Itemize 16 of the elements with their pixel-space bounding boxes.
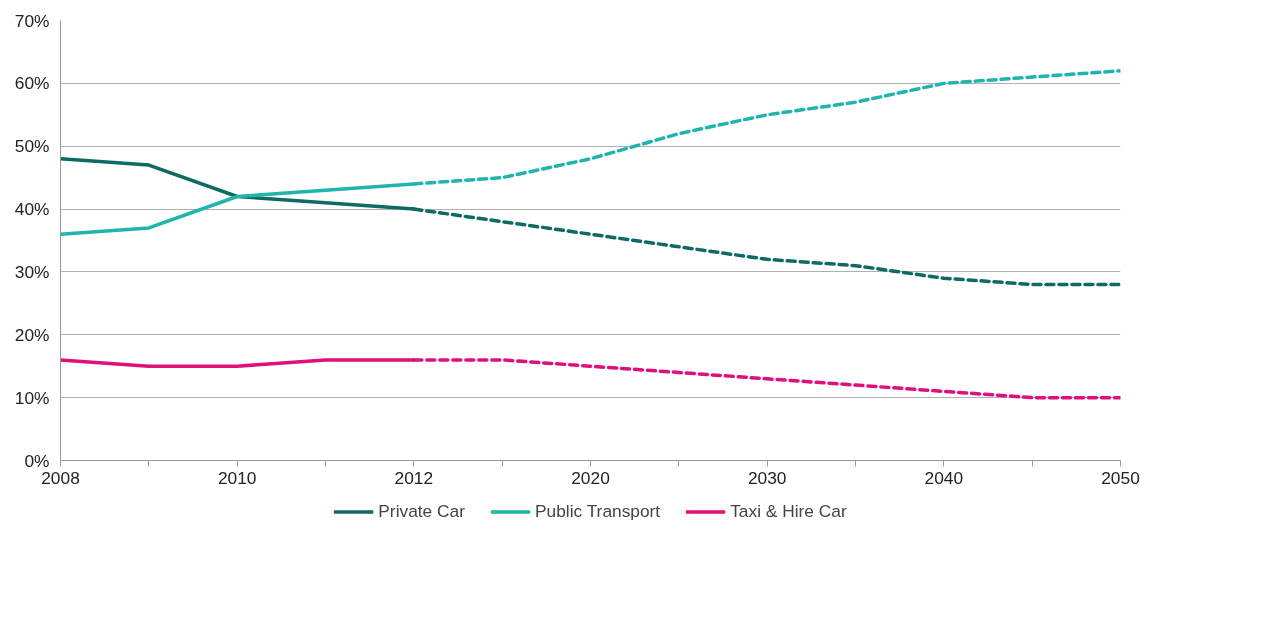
y-tick-label: 20% xyxy=(14,324,50,345)
legend-label: Private Car xyxy=(378,500,465,522)
legend-label: Public Transport xyxy=(534,500,661,522)
x-tick-label: 2010 xyxy=(217,467,257,488)
y-tick-label: 60% xyxy=(14,73,50,94)
y-tick-label: 40% xyxy=(14,199,50,220)
legend-label: Taxi & Hire Car xyxy=(730,500,847,522)
y-tick-label: 30% xyxy=(14,261,50,282)
x-tick-label: 2020 xyxy=(571,467,610,488)
x-tick-label: 2040 xyxy=(924,467,964,488)
y-tick-label: 70% xyxy=(14,10,50,31)
y-tick-label: 10% xyxy=(14,387,50,408)
x-tick-label: 2012 xyxy=(394,467,434,488)
y-tick-label: 50% xyxy=(14,136,50,157)
x-tick-label: 2030 xyxy=(747,467,787,488)
x-tick-label: 2050 xyxy=(1101,467,1140,488)
